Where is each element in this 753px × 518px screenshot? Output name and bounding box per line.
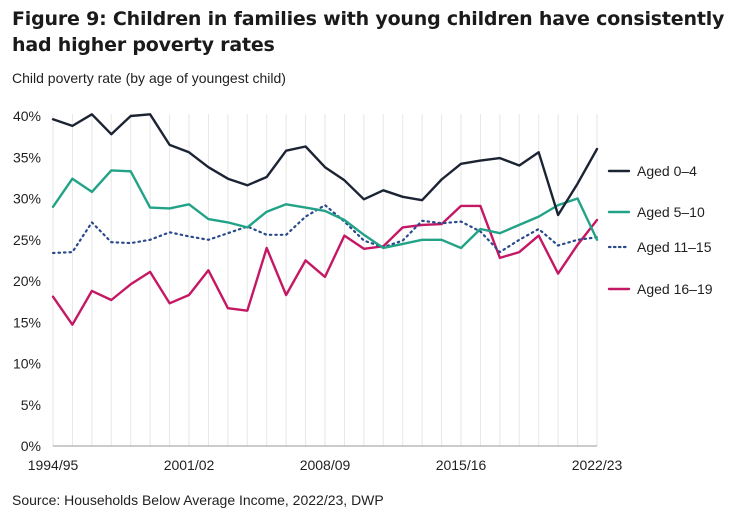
legend-item: Aged 0–4 — [607, 163, 697, 179]
legend-label: Aged 0–4 — [637, 163, 697, 179]
x-tick-label: 2008/09 — [300, 457, 351, 473]
y-tick-label: 40% — [13, 108, 41, 124]
y-tick-label: 35% — [13, 149, 41, 165]
legend-item: Aged 16–19 — [607, 281, 713, 297]
legend: Aged 0–4 Aged 5–10 Aged 11–15 Aged 16–19 — [607, 163, 713, 297]
line-chart: 0% 5% 10% 15% 20% 25% 30% 35% 40% 1994/95 2001/02 2… — [13, 108, 713, 473]
chart-title: Figure 9: Children in families with youn… — [12, 8, 725, 56]
legend-label: Aged 11–15 — [637, 239, 712, 255]
series-line — [51, 204, 599, 326]
legend-item: Aged 11–15 — [607, 239, 712, 255]
y-tick-label: 10% — [13, 356, 41, 372]
series-line — [51, 169, 599, 250]
y-tick-label: 20% — [13, 273, 41, 289]
grid-lines — [52, 114, 598, 446]
y-tick-label: 0% — [21, 438, 41, 454]
legend-label: Aged 5–10 — [637, 204, 705, 220]
y-tick-label: 5% — [21, 397, 41, 413]
x-tick-label: 1994/95 — [28, 457, 79, 473]
legend-label: Aged 16–19 — [637, 281, 713, 297]
series-line — [51, 113, 599, 217]
source-note: Source: Households Below Average Income,… — [12, 492, 384, 508]
y-axis-label: Child poverty rate (by age of youngest c… — [12, 70, 286, 86]
axes: 0% 5% 10% 15% 20% 25% 30% 35% 40% 1994/95 2001/02 2… — [13, 108, 623, 473]
y-tick-label: 25% — [13, 232, 41, 248]
legend-item: Aged 5–10 — [607, 204, 705, 220]
series-lines — [51, 113, 599, 326]
x-tick-label: 2015/16 — [436, 457, 487, 473]
y-tick-label: 15% — [13, 314, 41, 330]
x-tick-label: 2001/02 — [164, 457, 215, 473]
y-tick-label: 30% — [13, 191, 41, 207]
series-line — [51, 204, 599, 255]
x-tick-label: 2022/23 — [572, 457, 623, 473]
